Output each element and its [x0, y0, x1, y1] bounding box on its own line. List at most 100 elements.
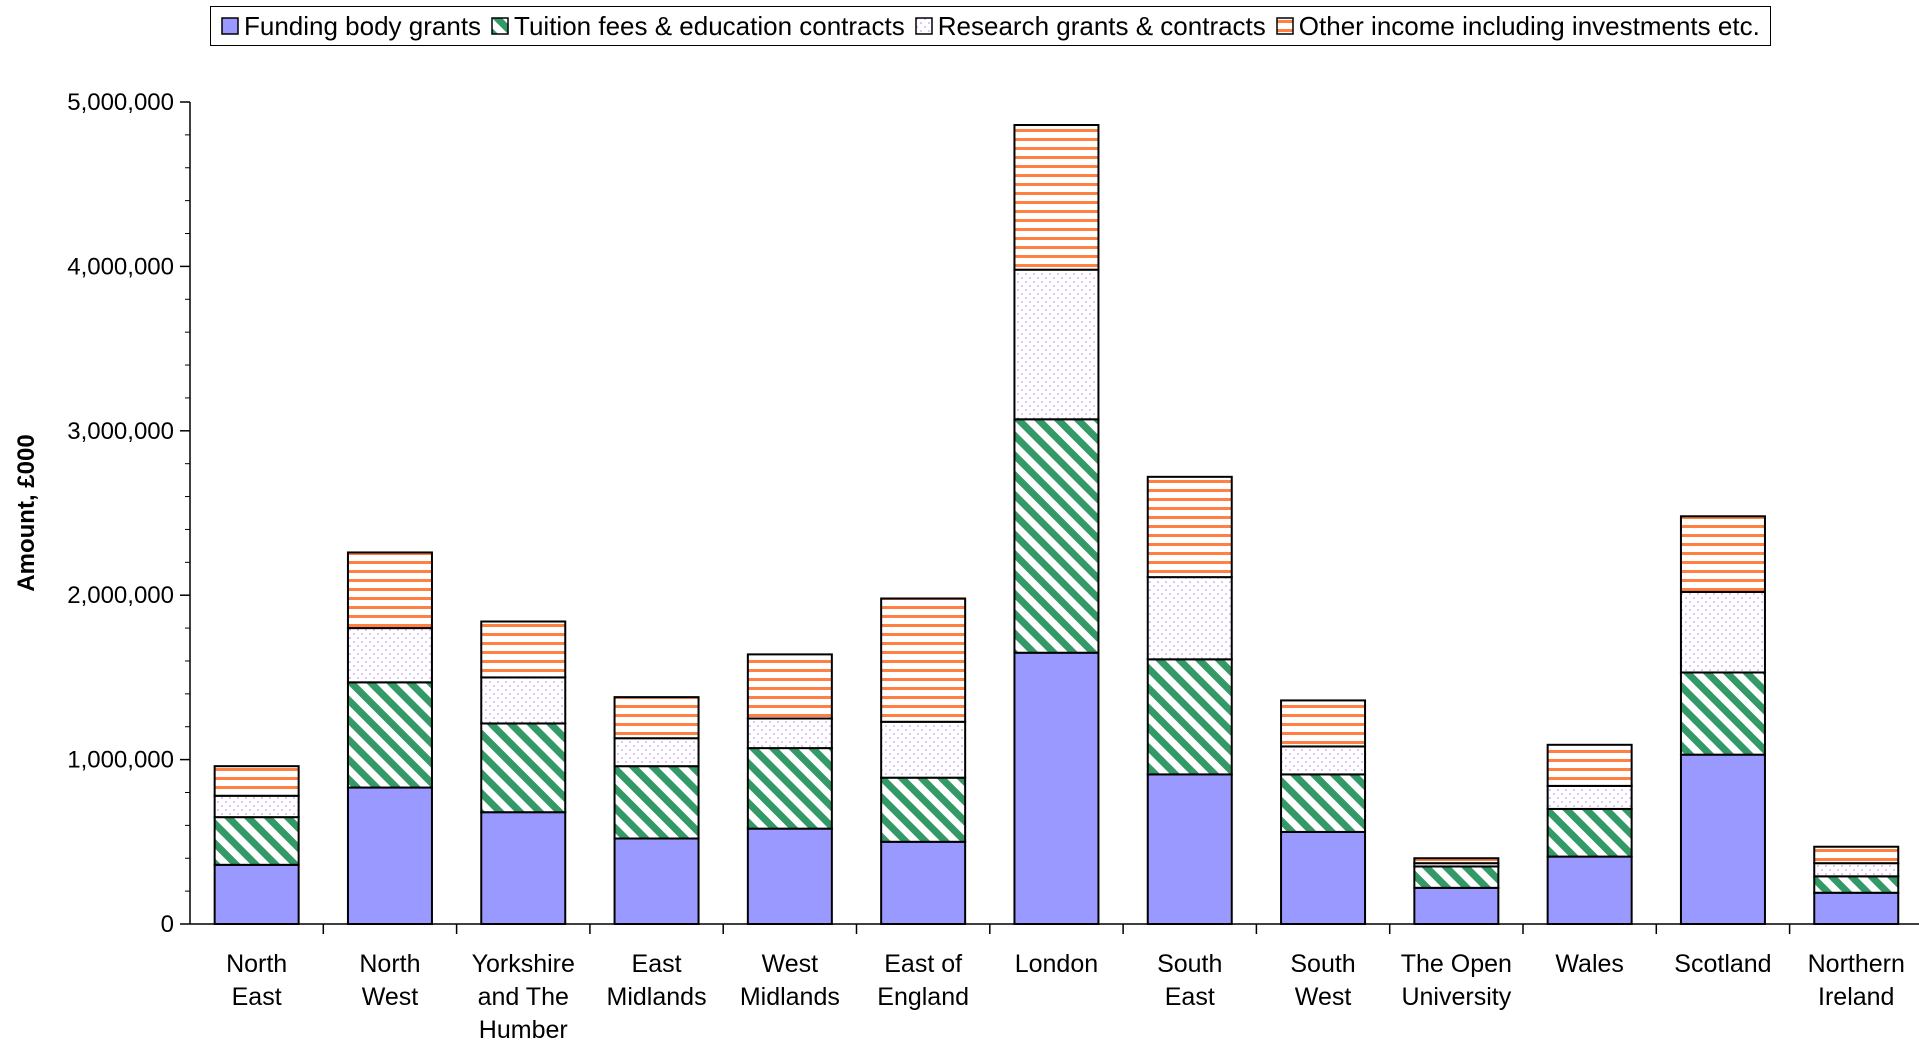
- bar-segment: [1813, 845, 1900, 865]
- x-category-label: South West: [1290, 950, 1355, 1011]
- bar-segment: [346, 786, 433, 925]
- x-category-label-line: Midlands: [607, 983, 707, 1011]
- legend-swatch-tuition: [491, 17, 509, 35]
- bar-segment: [1280, 830, 1367, 925]
- bar-segment: [880, 597, 967, 723]
- x-category-label-line: Humber: [479, 1016, 568, 1042]
- y-tick-label: 1,000,000: [67, 747, 174, 774]
- bar-segment: [746, 653, 833, 720]
- x-category-label-line: East: [1165, 983, 1215, 1011]
- bar-segment: [346, 681, 433, 789]
- x-category-label: South East: [1157, 950, 1222, 1011]
- chart-bars: [213, 124, 1900, 926]
- x-category-label: North West: [359, 950, 420, 1011]
- bar-segment: [213, 794, 300, 819]
- bar-segment: [213, 765, 300, 797]
- x-category-label-line: London: [1015, 950, 1098, 978]
- bar-segment: [1679, 515, 1766, 593]
- x-category-label: Wales: [1555, 950, 1624, 978]
- bar-segment: [1679, 590, 1766, 674]
- bar-segment: [1146, 773, 1233, 925]
- legend-item-research: Research grants & contracts: [915, 11, 1266, 42]
- y-tick-label: 4,000,000: [67, 253, 174, 280]
- x-category-label-line: Yorkshire: [472, 950, 575, 978]
- x-category-label-line: The Open: [1401, 950, 1512, 978]
- chart-labels: 0 1,000,000 2,000,000 3,000,000 4,000,000 5,0…: [13, 89, 1905, 1042]
- x-category-label: Northern Ireland: [1808, 950, 1905, 1011]
- y-tick-label: 3,000,000: [67, 418, 174, 445]
- x-category-label: West Midlands: [740, 950, 840, 1011]
- bar-segment: [1413, 857, 1500, 865]
- legend-swatch-funding: [221, 17, 239, 35]
- x-category-label-line: East: [632, 950, 682, 978]
- bar-segment: [1013, 418, 1100, 654]
- bar-segment: [1013, 651, 1100, 925]
- x-category-label: East of England: [877, 950, 969, 1011]
- legend-swatch-research: [915, 17, 933, 35]
- x-category-label-line: Scotland: [1674, 950, 1771, 978]
- x-category-label: East Midlands: [607, 950, 707, 1011]
- bar-segment: [1813, 862, 1900, 878]
- legend-item-funding: Funding body grants: [221, 11, 481, 42]
- bar-segment: [1280, 745, 1367, 776]
- bar-segment: [1146, 475, 1233, 579]
- legend-label-funding: Funding body grants: [244, 10, 482, 41]
- bar-segment: [746, 827, 833, 926]
- x-category-label: North East: [226, 950, 287, 1011]
- x-category-label-line: East of: [884, 950, 962, 978]
- bar-segment: [480, 676, 567, 725]
- x-category-label-line: Ireland: [1818, 983, 1894, 1011]
- bar-segment: [1013, 124, 1100, 271]
- bar-segment: [613, 837, 700, 926]
- y-tick-label: 0: [161, 911, 174, 938]
- x-category-label: Yorkshire and The Humber: [472, 950, 575, 1042]
- bar-segment: [1813, 875, 1900, 894]
- bar-segment: [880, 840, 967, 925]
- bar-segment: [480, 811, 567, 926]
- bar-segment: [1413, 886, 1500, 925]
- bar-segment: [1013, 268, 1100, 421]
- x-category-label-line: East: [232, 983, 282, 1011]
- x-category-label-line: University: [1401, 983, 1511, 1011]
- bar-segment: [1546, 807, 1633, 858]
- legend-swatch-other: [1276, 17, 1294, 35]
- bar-segment: [1146, 658, 1233, 776]
- bar-segment: [746, 717, 833, 750]
- bar-segment: [1546, 855, 1633, 926]
- x-category-label-line: Midlands: [740, 983, 840, 1011]
- x-category-label-line: North: [359, 950, 420, 978]
- bar-segment: [1280, 699, 1367, 748]
- x-category-label: London: [1015, 950, 1098, 978]
- bar-segment: [880, 776, 967, 843]
- bar-segment: [1546, 743, 1633, 787]
- y-tick-label: 2,000,000: [67, 582, 174, 609]
- x-category-label-line: West: [762, 950, 819, 978]
- bar-segment: [1679, 753, 1766, 926]
- legend-label-other: Other income including investments etc.: [1298, 10, 1760, 41]
- legend-label-research: Research grants & contracts: [937, 10, 1266, 41]
- x-category-label-line: England: [877, 983, 969, 1011]
- chart-legend: Funding body grants Tuition fees & educa…: [210, 6, 1771, 46]
- bar-segment: [613, 765, 700, 840]
- x-category-label-line: South: [1157, 950, 1222, 978]
- legend-label-tuition: Tuition fees & education contracts: [514, 10, 905, 41]
- x-category-label-line: and The: [478, 983, 569, 1011]
- bar-segment: [880, 720, 967, 779]
- bar-segment: [746, 747, 833, 830]
- y-tick-label: 5,000,000: [67, 89, 174, 116]
- bar-segment: [1413, 865, 1500, 889]
- x-category-label-line: North: [226, 950, 287, 978]
- bar-segment: [213, 863, 300, 925]
- x-category-label-line: South: [1290, 950, 1355, 978]
- legend-item-tuition: Tuition fees & education contracts: [491, 11, 905, 42]
- bar-segment: [1280, 773, 1367, 833]
- x-category-label: The Open University: [1401, 950, 1512, 1011]
- x-category-label-line: West: [1295, 983, 1352, 1011]
- bar-segment: [346, 551, 433, 630]
- y-axis-title: Amount, £000: [13, 434, 40, 591]
- bar-segment: [1146, 576, 1233, 661]
- x-category-label-line: Wales: [1555, 950, 1624, 978]
- legend-item-other: Other income including investments etc.: [1276, 11, 1760, 42]
- bar-segment: [613, 737, 700, 768]
- bar-segment: [613, 696, 700, 740]
